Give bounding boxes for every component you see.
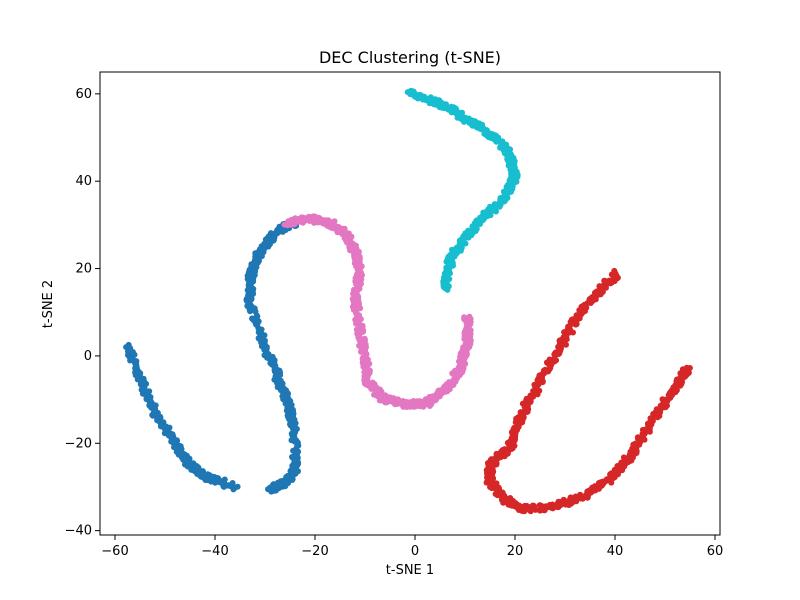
data-point <box>466 313 473 320</box>
y-tick-label: 20 <box>75 262 92 277</box>
data-point <box>560 341 567 348</box>
data-point <box>552 351 559 358</box>
data-point <box>447 270 453 277</box>
data-point <box>491 484 498 491</box>
data-point <box>562 335 569 342</box>
data-point <box>508 165 515 172</box>
data-point <box>633 445 640 452</box>
data-point <box>668 387 675 394</box>
chart-title: DEC Clustering (t-SNE) <box>319 48 501 67</box>
data-point <box>635 440 641 447</box>
data-point <box>357 316 364 323</box>
data-point <box>465 325 472 332</box>
data-point <box>472 225 478 232</box>
data-point <box>686 365 693 371</box>
data-point <box>647 422 654 429</box>
data-point <box>529 393 536 400</box>
data-point <box>494 492 501 499</box>
data-point <box>268 486 275 493</box>
y-axis-ticks: −40 −20 0 20 40 60 <box>65 87 100 539</box>
data-point <box>508 188 515 195</box>
data-point <box>355 305 362 312</box>
data-point <box>282 387 289 393</box>
x-tick-label: −40 <box>201 544 228 559</box>
data-point <box>624 456 631 463</box>
data-point <box>427 398 433 405</box>
data-point <box>261 352 268 359</box>
data-point <box>461 314 468 321</box>
data-point <box>132 362 139 369</box>
y-tick-label: 60 <box>75 87 92 102</box>
data-points <box>123 87 693 515</box>
y-tick-label: 40 <box>75 174 92 189</box>
x-tick-label: −20 <box>301 544 328 559</box>
x-tick-label: 40 <box>607 544 624 559</box>
data-point <box>358 348 364 355</box>
y-tick-label: 0 <box>84 349 92 364</box>
data-point <box>244 303 251 309</box>
data-point <box>289 454 295 460</box>
data-point <box>593 291 600 298</box>
data-point <box>637 434 644 441</box>
data-point <box>600 480 607 487</box>
x-axis-title: t-SNE 1 <box>386 563 434 578</box>
y-tick-label: −40 <box>65 524 92 539</box>
data-point <box>685 369 692 376</box>
data-point <box>290 447 297 454</box>
y-axis-title: t-SNE 2 <box>41 280 56 328</box>
data-point <box>524 404 531 411</box>
data-point <box>597 287 604 294</box>
data-point <box>573 321 580 327</box>
x-tick-label: 0 <box>411 544 419 559</box>
data-point <box>553 357 560 364</box>
data-point <box>248 303 255 310</box>
data-point <box>531 506 538 512</box>
x-axis-ticks: −60 −40 −20 0 20 40 60 <box>101 535 723 559</box>
data-point <box>147 394 154 400</box>
data-point <box>248 266 255 273</box>
data-point <box>656 409 663 416</box>
data-point <box>249 315 256 322</box>
data-point <box>484 479 490 485</box>
data-point <box>626 451 633 458</box>
data-point <box>183 458 190 465</box>
plot-frame <box>99 71 721 536</box>
x-tick-label: 20 <box>507 544 524 559</box>
data-point <box>330 223 337 230</box>
data-point <box>234 483 241 490</box>
data-point <box>494 202 501 209</box>
x-tick-label: −60 <box>101 544 128 559</box>
data-point <box>295 468 301 475</box>
data-point <box>549 503 556 510</box>
y-tick-label: −20 <box>65 436 92 451</box>
data-point <box>148 404 155 411</box>
data-point <box>442 285 449 292</box>
data-point <box>178 450 185 457</box>
data-point <box>575 313 582 320</box>
x-tick-label: 60 <box>707 544 724 559</box>
